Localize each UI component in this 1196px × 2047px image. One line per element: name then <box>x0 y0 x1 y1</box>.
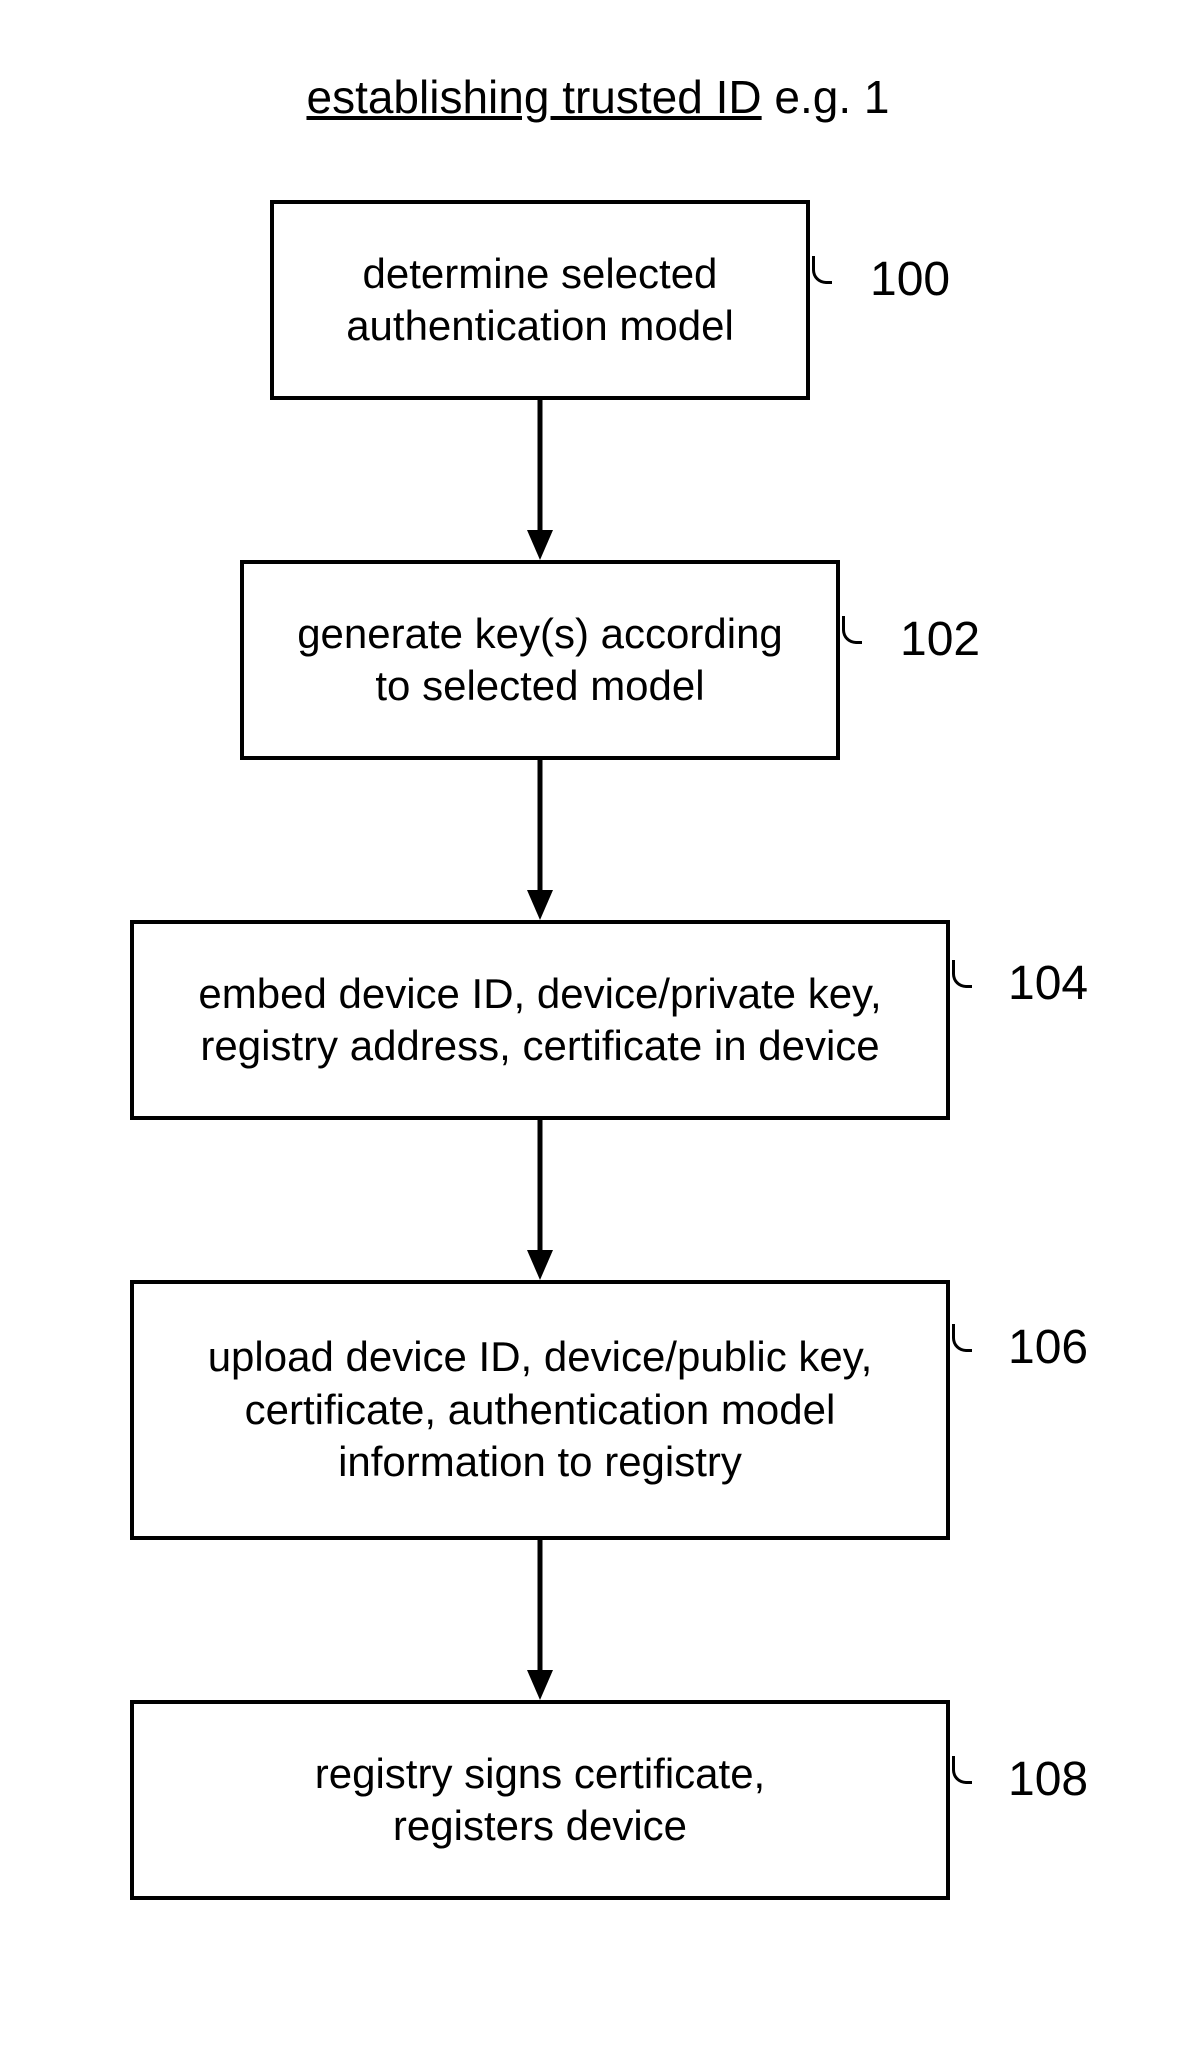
ref-label-100: 100 <box>870 252 950 307</box>
flow-node-108: registry signs certificate,registers dev… <box>130 1700 950 1900</box>
flow-node-text: determine selectedauthentication model <box>346 248 734 353</box>
flow-node-text: embed device ID, device/private key,regi… <box>198 968 881 1073</box>
ref-tick <box>842 616 862 644</box>
flow-arrow <box>514 400 566 560</box>
flow-node-100: determine selectedauthentication model <box>270 200 810 400</box>
ref-label-106: 106 <box>1008 1320 1088 1375</box>
ref-label-104: 104 <box>1008 956 1088 1011</box>
ref-tick <box>952 1324 972 1352</box>
flow-node-102: generate key(s) accordingto selected mod… <box>240 560 840 760</box>
flow-node-106: upload device ID, device/public key,cert… <box>130 1280 950 1540</box>
flow-node-text: registry signs certificate,registers dev… <box>315 1748 765 1853</box>
flow-node-text: generate key(s) accordingto selected mod… <box>297 608 783 713</box>
ref-label-102: 102 <box>900 612 980 667</box>
flow-node-text: upload device ID, device/public key,cert… <box>208 1331 873 1489</box>
flowchart-canvas: establishing trusted ID e.g. 1 determine … <box>0 0 1196 2047</box>
flow-arrow <box>514 760 566 920</box>
flow-arrow <box>514 1540 566 1700</box>
ref-tick <box>952 1756 972 1784</box>
flow-arrow <box>514 1120 566 1280</box>
diagram-title: establishing trusted ID e.g. 1 <box>0 70 1196 124</box>
ref-tick <box>952 960 972 988</box>
ref-tick <box>812 256 832 284</box>
flow-node-104: embed device ID, device/private key,regi… <box>130 920 950 1120</box>
ref-label-108: 108 <box>1008 1752 1088 1807</box>
